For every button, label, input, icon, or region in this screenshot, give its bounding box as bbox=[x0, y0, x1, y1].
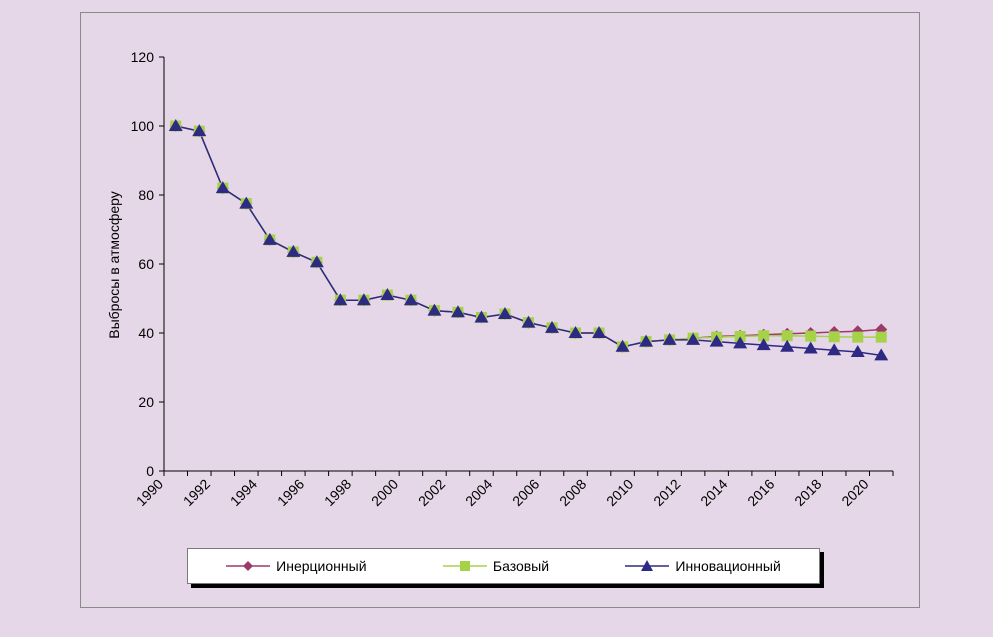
data-point-triangle bbox=[827, 343, 842, 356]
data-point-triangle bbox=[286, 244, 301, 257]
data-point-triangle bbox=[545, 320, 560, 333]
data-point-triangle bbox=[874, 348, 889, 361]
legend-item-innovative: Инновационный bbox=[625, 558, 781, 574]
data-point-triangle bbox=[239, 196, 254, 209]
x-tick-label: 2016 bbox=[744, 476, 777, 509]
y-tick-label: 20 bbox=[138, 394, 154, 410]
data-point-triangle bbox=[615, 339, 630, 352]
legend-square-icon bbox=[442, 561, 487, 571]
x-tick-label: 1994 bbox=[227, 476, 260, 509]
data-point-triangle bbox=[474, 310, 489, 323]
x-tick-label: 2010 bbox=[603, 476, 636, 509]
series-line-0 bbox=[175, 125, 882, 348]
data-point-triangle bbox=[756, 338, 771, 351]
data-point-square bbox=[805, 330, 817, 342]
data-point-square bbox=[758, 330, 770, 342]
y-tick-label: 80 bbox=[138, 187, 154, 203]
x-tick-label: 2002 bbox=[415, 476, 448, 509]
data-point-triangle bbox=[662, 332, 677, 345]
legend-label-inertial: Инерционный bbox=[276, 558, 367, 574]
data-point-square bbox=[875, 331, 887, 343]
legend-label-base: Базовый bbox=[492, 558, 550, 574]
legend-diamond-icon bbox=[226, 561, 271, 571]
series-markers bbox=[168, 119, 889, 361]
x-tick-label: 2004 bbox=[462, 476, 495, 509]
legend-item-base: Базовый bbox=[442, 558, 550, 574]
x-tick-label: 2008 bbox=[556, 476, 589, 509]
x-tick-label: 2006 bbox=[509, 476, 542, 509]
chart-frame bbox=[80, 12, 920, 608]
x-tick-label: 2000 bbox=[368, 476, 401, 509]
data-point-triangle bbox=[639, 334, 654, 347]
y-tick-label: 120 bbox=[131, 49, 155, 65]
legend-triangle-icon bbox=[625, 560, 670, 571]
x-tick-label: 1998 bbox=[321, 476, 354, 509]
data-point-triangle bbox=[592, 326, 607, 338]
data-point-square bbox=[781, 330, 793, 342]
data-point-triangle bbox=[497, 307, 512, 320]
data-point-triangle bbox=[803, 341, 818, 354]
data-point-triangle bbox=[356, 293, 371, 306]
data-point-triangle bbox=[427, 303, 442, 316]
y-tick-label: 60 bbox=[138, 256, 154, 272]
y-tick-label: 0 bbox=[146, 463, 154, 479]
data-point-square bbox=[852, 331, 864, 343]
data-point-triangle bbox=[192, 124, 207, 137]
legend: Инерционный Базовый Инновационный bbox=[187, 548, 820, 584]
axes: 0 20 40 60 80 100 120 1990 1992 1994 1996 1998 2000 2… bbox=[131, 49, 894, 509]
legend-item-inertial: Инерционный bbox=[226, 558, 367, 574]
data-point-triangle bbox=[780, 339, 795, 352]
x-tick-label: 1990 bbox=[133, 476, 166, 509]
data-point-triangle bbox=[709, 334, 724, 347]
series-line-1 bbox=[175, 125, 882, 348]
data-point-square bbox=[828, 331, 840, 343]
x-tick-label: 2014 bbox=[697, 476, 730, 509]
y-axis-label: Выбросы в атмосферу bbox=[106, 191, 122, 339]
data-point-triangle bbox=[380, 288, 395, 301]
y-tick-label: 100 bbox=[131, 118, 155, 134]
data-point-triangle bbox=[850, 344, 865, 357]
data-point-triangle bbox=[686, 332, 701, 345]
data-point-triangle bbox=[521, 315, 536, 328]
data-point-triangle bbox=[168, 119, 183, 131]
x-tick-label: 1996 bbox=[274, 476, 307, 509]
data-point-triangle bbox=[262, 232, 277, 245]
data-point-triangle bbox=[450, 305, 465, 318]
x-tick-label: 2018 bbox=[791, 476, 824, 509]
data-point-triangle bbox=[215, 181, 230, 194]
data-point-triangle bbox=[568, 326, 583, 338]
data-point-triangle bbox=[733, 336, 748, 349]
data-point-triangle bbox=[309, 255, 324, 268]
x-tick-label: 1992 bbox=[180, 476, 213, 509]
legend-label-innovative: Инновационный bbox=[675, 558, 781, 574]
y-tick-label: 40 bbox=[138, 325, 154, 341]
data-point-triangle bbox=[403, 293, 418, 306]
x-tick-label: 2012 bbox=[650, 476, 683, 509]
x-tick-label: 2020 bbox=[838, 476, 871, 509]
data-point-triangle bbox=[333, 293, 348, 306]
